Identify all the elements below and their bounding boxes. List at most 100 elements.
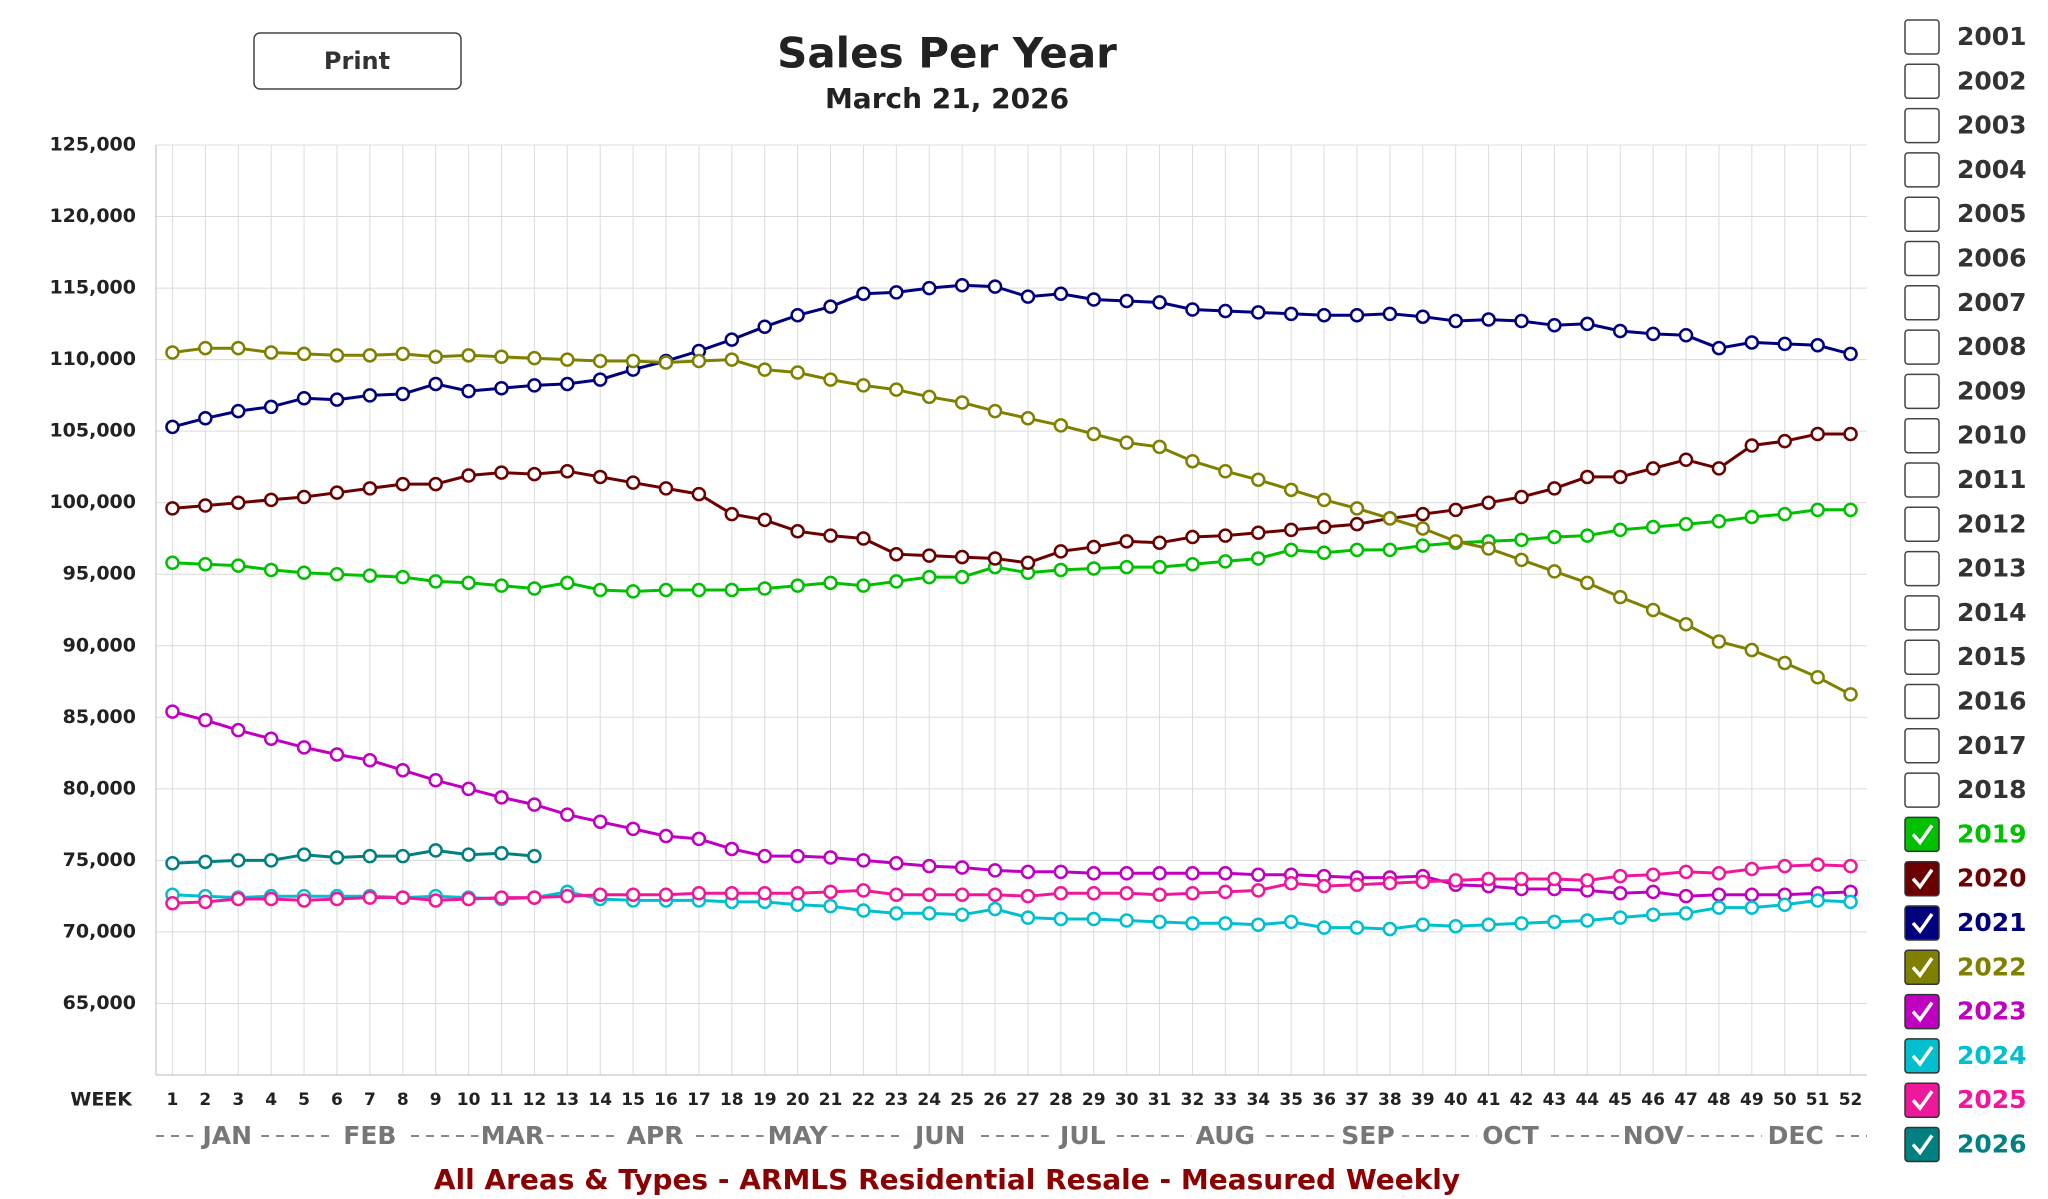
legend-label[interactable]: 2012 (1957, 509, 2027, 538)
data-point (1514, 871, 1529, 887)
data-point (395, 890, 411, 905)
legend-checkbox[interactable] (1904, 506, 1940, 543)
legend-label[interactable]: 2023 (1957, 997, 2027, 1026)
legend-checkbox[interactable] (1904, 462, 1940, 498)
data-point (1481, 871, 1496, 887)
legend-checkbox[interactable] (1904, 816, 1940, 853)
legend-label[interactable]: 2002 (1957, 66, 2027, 95)
month-label-bg (1761, 1120, 1830, 1152)
print-button-label[interactable]: Print (324, 47, 390, 75)
legend-label[interactable]: 2018 (1957, 775, 2027, 804)
data-point (592, 372, 608, 387)
legend-checkbox[interactable] (1904, 772, 1940, 808)
legend-checkbox[interactable] (1904, 373, 1940, 410)
data-point (198, 712, 213, 728)
legend-label[interactable]: 2021 (1957, 908, 2027, 937)
legend-label[interactable]: 2016 (1957, 687, 2027, 716)
legend-checkbox[interactable] (1904, 683, 1940, 720)
legend-checkbox[interactable] (1904, 107, 1940, 144)
legend-checkbox[interactable] (1904, 728, 1940, 764)
legend-label[interactable]: 2022 (1957, 952, 2027, 981)
data-point (889, 574, 904, 589)
legend-checkbox[interactable] (1904, 949, 1940, 986)
x-tick-label: 41 (1477, 1090, 1501, 1110)
legend-checkbox[interactable] (1904, 639, 1940, 675)
legend-label[interactable]: 2006 (1957, 244, 2027, 273)
data-point (1514, 916, 1529, 931)
legend-checkbox[interactable] (1904, 1038, 1940, 1074)
data-point (362, 481, 378, 496)
data-point (592, 887, 608, 902)
legend-checkbox[interactable] (1904, 152, 1940, 188)
legend-checkbox[interactable] (1904, 595, 1940, 631)
legend-checkbox[interactable] (1904, 196, 1940, 232)
data-point (625, 821, 641, 837)
legend-label[interactable]: 2009 (1957, 376, 2027, 405)
legend-label[interactable]: 2025 (1957, 1085, 2027, 1114)
month-label-bg (1476, 1120, 1545, 1152)
legend-checkbox[interactable] (1904, 285, 1940, 321)
legend-checkbox[interactable] (1904, 1082, 1940, 1118)
legend-label[interactable]: 2024 (1957, 1041, 2027, 1070)
legend-checkbox[interactable] (1904, 240, 1940, 277)
data-point (889, 285, 904, 300)
legend-checkbox[interactable] (1904, 1126, 1940, 1163)
legend-checkbox[interactable] (1904, 905, 1940, 941)
data-point (231, 495, 246, 510)
data-point (1086, 911, 1102, 927)
legend-label[interactable]: 2003 (1957, 111, 2027, 140)
legend-label[interactable]: 2019 (1957, 819, 2027, 848)
print-button[interactable] (253, 32, 462, 90)
data-point (494, 380, 509, 396)
data-point (1415, 538, 1431, 553)
x-tick-label: 17 (687, 1090, 711, 1110)
legend-label[interactable]: 2010 (1957, 421, 2027, 450)
legend-checkbox[interactable] (1904, 550, 1940, 587)
legend-label[interactable]: 2014 (1957, 598, 2027, 627)
data-point (856, 883, 871, 898)
data-point (790, 578, 805, 593)
x-tick-label: 16 (654, 1090, 678, 1110)
data-point (1316, 878, 1332, 894)
data-point (461, 383, 476, 399)
data-point (1777, 897, 1792, 912)
data-point (1744, 887, 1760, 902)
legend-label[interactable]: 2015 (1957, 642, 2027, 671)
month-label-bg (906, 1120, 975, 1152)
data-point (823, 575, 838, 591)
data-point (1645, 519, 1661, 535)
data-point (1053, 286, 1069, 302)
legend-label[interactable]: 2005 (1957, 199, 2027, 228)
data-point (823, 850, 838, 865)
legend-label[interactable]: 2001 (1957, 22, 2027, 51)
legend-label[interactable]: 2011 (1957, 465, 2027, 494)
legend-label[interactable]: 2013 (1957, 554, 2027, 583)
data-point (1678, 328, 1694, 343)
legend-checkbox[interactable] (1904, 860, 1940, 897)
data-point (987, 863, 1003, 878)
legend-checkbox[interactable] (1904, 329, 1940, 365)
data-point (296, 489, 312, 505)
x-tick-label: 29 (1082, 1090, 1106, 1110)
legend-label[interactable]: 2026 (1957, 1130, 2027, 1159)
series-line (172, 848, 535, 865)
legend-checkbox[interactable] (1904, 417, 1940, 454)
legend-label[interactable]: 2020 (1957, 864, 2027, 893)
legend-checkbox[interactable] (1904, 993, 1940, 1030)
legend-checkbox[interactable] (1904, 19, 1940, 55)
data-point (165, 419, 180, 435)
data-point (263, 492, 279, 508)
legend-label[interactable]: 2017 (1957, 731, 2027, 760)
data-point (461, 891, 476, 907)
data-point (1415, 874, 1431, 890)
data-point (757, 512, 772, 528)
data-point (1020, 289, 1036, 304)
legend-checkbox[interactable] (1904, 63, 1940, 100)
month-label: AUG (1196, 1121, 1255, 1150)
legend-label[interactable]: 2008 (1957, 332, 2027, 361)
data-point (1283, 482, 1299, 498)
legend-label[interactable]: 2004 (1957, 155, 2027, 184)
y-tick-label: 115,000 (49, 277, 136, 299)
legend-label[interactable]: 2007 (1957, 288, 2027, 317)
data-point (494, 578, 509, 593)
